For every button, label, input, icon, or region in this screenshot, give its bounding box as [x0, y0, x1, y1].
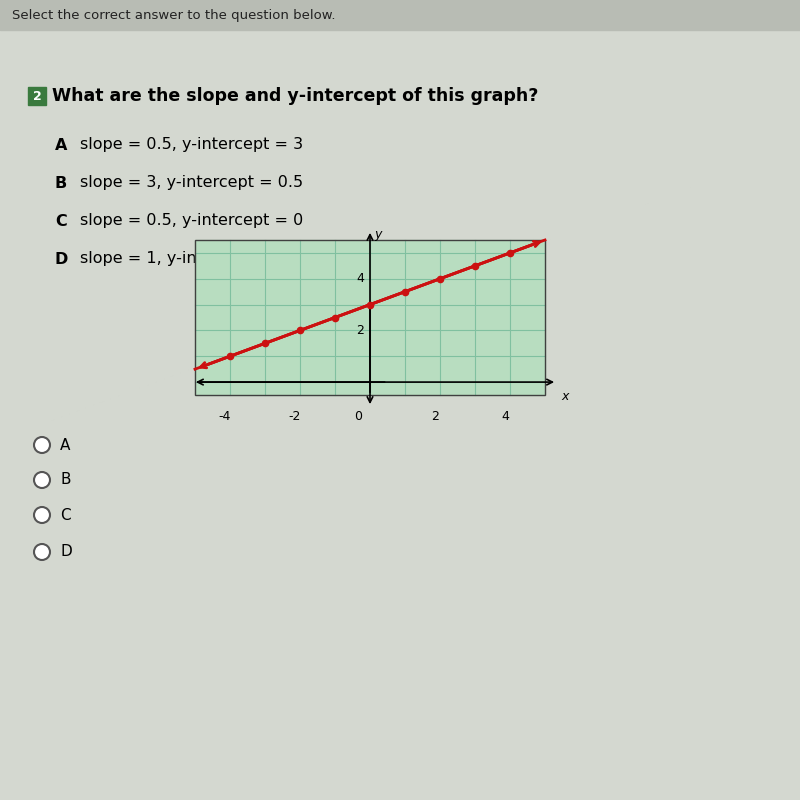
- Text: 2: 2: [33, 90, 42, 102]
- Text: Select the correct answer to the question below.: Select the correct answer to the questio…: [12, 9, 335, 22]
- Bar: [0, 0, 800, 30]
- Circle shape: [34, 544, 50, 560]
- Text: D: D: [55, 251, 68, 266]
- Circle shape: [34, 472, 50, 488]
- Text: slope = 0.5, y-intercept = 0: slope = 0.5, y-intercept = 0: [80, 214, 303, 229]
- Text: B: B: [55, 175, 67, 190]
- Text: y: y: [374, 228, 382, 241]
- Bar: [28, 87, 46, 105]
- Text: slope = 3, y-intercept = 0.5: slope = 3, y-intercept = 0.5: [80, 175, 303, 190]
- Text: C: C: [60, 507, 70, 522]
- Text: 4: 4: [501, 410, 509, 423]
- Text: D: D: [60, 545, 72, 559]
- Circle shape: [34, 507, 50, 523]
- Text: slope = 1, y-intercept = 3: slope = 1, y-intercept = 3: [80, 251, 288, 266]
- Text: C: C: [55, 214, 66, 229]
- Text: slope = 0.5, y-intercept = 3: slope = 0.5, y-intercept = 3: [80, 138, 303, 153]
- Bar: [195, 240, 545, 395]
- Text: 2: 2: [356, 324, 364, 337]
- Text: What are the slope and y-intercept of this graph?: What are the slope and y-intercept of th…: [52, 87, 538, 105]
- Text: -2: -2: [289, 410, 301, 423]
- Text: B: B: [60, 473, 70, 487]
- Text: 2: 2: [431, 410, 439, 423]
- Bar: [195, 240, 545, 395]
- Text: -4: -4: [219, 410, 231, 423]
- Text: 0: 0: [354, 410, 362, 423]
- Circle shape: [34, 437, 50, 453]
- Text: A: A: [60, 438, 70, 453]
- Text: A: A: [55, 138, 67, 153]
- Text: x: x: [561, 390, 568, 403]
- Text: 4: 4: [356, 272, 364, 286]
